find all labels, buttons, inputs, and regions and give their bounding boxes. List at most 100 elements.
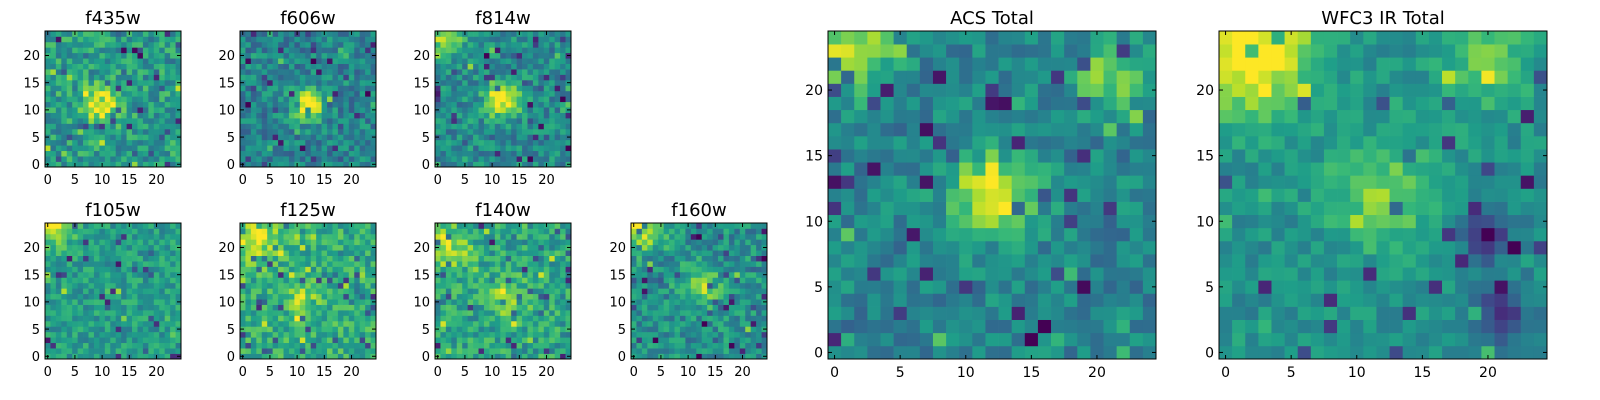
heatmap-cell	[734, 228, 741, 235]
heatmap-cell	[93, 74, 100, 81]
heatmap-cell	[153, 299, 160, 305]
heatmap-cell	[750, 261, 757, 267]
heatmap-cell	[66, 233, 73, 240]
heatmap-cell	[494, 310, 501, 316]
heatmap-cell	[245, 223, 252, 229]
heatmap-cell	[756, 293, 762, 300]
heatmap-cell	[473, 36, 479, 43]
heatmap-cell	[1129, 162, 1144, 176]
heatmap-cell	[310, 288, 317, 295]
heatmap-cell	[972, 254, 986, 268]
heatmap-cell	[164, 271, 171, 278]
heatmap-cell	[998, 175, 1013, 189]
heatmap-cell	[494, 348, 501, 354]
heatmap-cell	[828, 280, 842, 294]
heatmap-cell	[538, 261, 545, 267]
x-tick-label: 5	[657, 365, 665, 380]
heatmap-cell	[278, 63, 284, 70]
heatmap-cell	[445, 299, 452, 305]
heatmap-cell	[77, 244, 84, 251]
heatmap-cell	[527, 90, 534, 97]
heatmap-cell	[137, 58, 144, 64]
heatmap-cell	[132, 156, 138, 162]
heatmap-cell	[440, 156, 447, 162]
heatmap-cell	[61, 101, 68, 108]
heatmap-cell	[440, 255, 447, 262]
heatmap-cell	[250, 326, 257, 333]
heatmap-cell	[440, 145, 447, 152]
heatmap-cell	[250, 282, 257, 289]
heatmap-cell	[359, 348, 366, 354]
heatmap-cell	[126, 96, 133, 103]
heatmap-cell	[560, 161, 566, 168]
heatmap-cell	[93, 331, 100, 338]
heatmap-cell	[305, 304, 312, 311]
heatmap-cell	[489, 139, 496, 146]
heatmap-cell	[83, 161, 89, 168]
heatmap-cell	[137, 161, 144, 168]
heatmap-cell	[690, 228, 697, 235]
heatmap-cell	[354, 304, 361, 311]
heatmap-cell	[707, 293, 713, 300]
heatmap-cell	[516, 101, 523, 108]
heatmap-cell	[494, 63, 501, 70]
heatmap-cell	[478, 139, 485, 146]
heatmap-cell	[494, 139, 501, 146]
heatmap-cell	[549, 320, 556, 327]
heatmap-cell	[701, 337, 708, 344]
heatmap-cell	[756, 228, 762, 235]
heatmap-cell	[343, 69, 350, 75]
heatmap-cell	[348, 74, 355, 81]
heatmap-cell	[972, 293, 986, 307]
heatmap-cell	[841, 214, 855, 229]
heatmap-cell	[445, 150, 452, 157]
heatmap-cell	[511, 277, 517, 284]
heatmap-cell	[142, 101, 149, 108]
heatmap-cell	[516, 342, 523, 349]
heatmap-cell	[88, 342, 95, 349]
heatmap-cell	[554, 123, 561, 130]
heatmap-cell	[83, 145, 89, 152]
heatmap-cell	[175, 90, 182, 97]
heatmap-cell	[278, 161, 284, 168]
heatmap-cell	[72, 139, 78, 146]
heatmap-cell	[299, 348, 306, 354]
heatmap-cell	[153, 107, 160, 113]
heatmap-cell	[240, 128, 246, 135]
heatmap-cell	[1129, 267, 1144, 281]
heatmap-cell	[66, 112, 73, 119]
heatmap-cell	[316, 134, 322, 141]
heatmap-cell	[718, 304, 724, 311]
heatmap-cell	[679, 320, 686, 327]
heatmap-cell	[674, 261, 681, 267]
heatmap-cell	[256, 36, 263, 43]
heatmap-cell	[104, 239, 111, 246]
heatmap-cell	[354, 156, 361, 162]
heatmap-cell	[121, 310, 127, 316]
heatmap-cell	[532, 310, 539, 316]
heatmap-cell	[99, 96, 106, 103]
heatmap-cell	[641, 331, 648, 338]
heatmap-cell	[1077, 188, 1091, 202]
heatmap-cell	[61, 353, 68, 360]
heatmap-cell	[142, 320, 149, 327]
heatmap-cell	[511, 107, 517, 113]
y-tick-label: 20	[218, 241, 235, 256]
heatmap-cell	[456, 255, 463, 262]
heatmap-cell	[283, 299, 290, 305]
heatmap-cell	[473, 304, 479, 311]
heatmap-cell	[93, 342, 100, 349]
heatmap-cell	[348, 320, 355, 327]
heatmap-cell	[240, 277, 246, 284]
heatmap-cell	[267, 36, 273, 43]
heatmap-cell	[245, 299, 252, 305]
heatmap-cell	[77, 299, 84, 305]
heatmap-cell	[456, 101, 463, 108]
heatmap-cell	[489, 255, 496, 262]
heatmap-cell	[707, 277, 713, 284]
heatmap-cell	[473, 63, 479, 70]
heatmap-cell	[478, 353, 485, 360]
heatmap-cell	[669, 271, 675, 278]
heatmap-cell	[337, 244, 344, 251]
heatmap-cell	[658, 293, 664, 300]
